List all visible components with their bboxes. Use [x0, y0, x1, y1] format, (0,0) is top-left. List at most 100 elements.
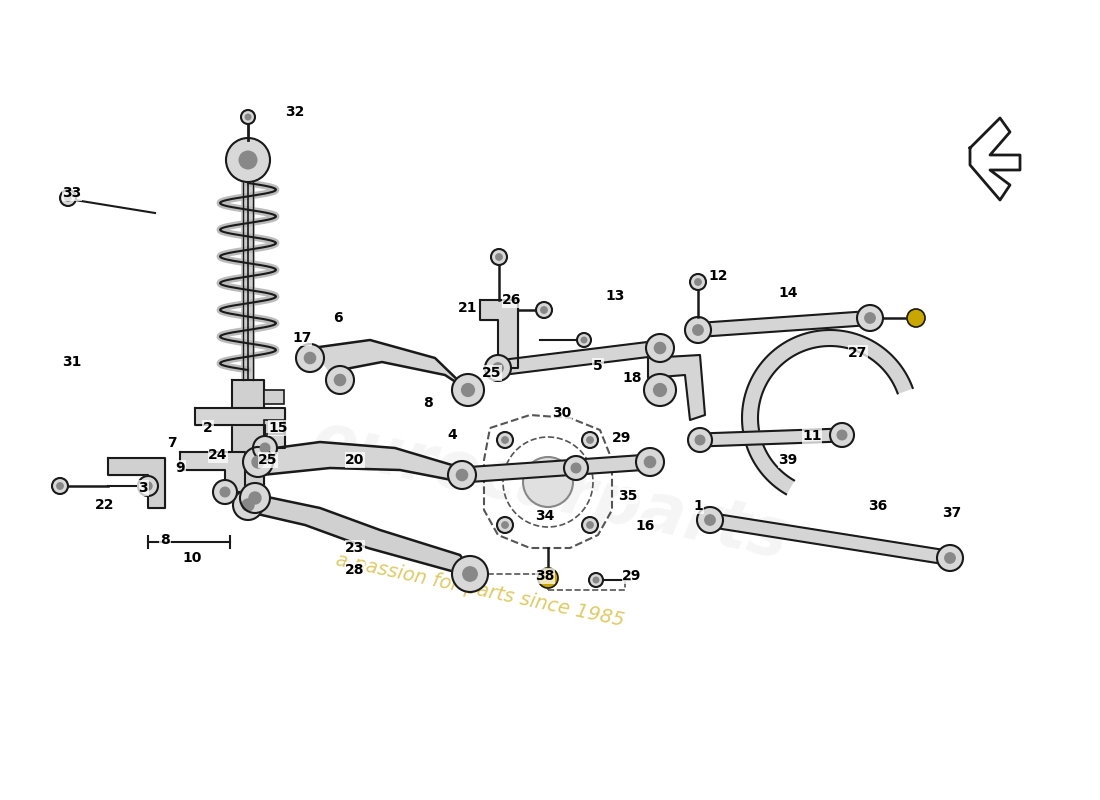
Polygon shape — [462, 454, 650, 482]
Text: 21: 21 — [459, 301, 477, 315]
Circle shape — [578, 333, 591, 347]
Circle shape — [581, 338, 586, 342]
Circle shape — [252, 456, 264, 468]
Circle shape — [57, 482, 63, 489]
Polygon shape — [708, 513, 952, 565]
Text: 36: 36 — [868, 499, 888, 513]
Circle shape — [226, 138, 270, 182]
Text: 39: 39 — [779, 453, 798, 467]
Text: 13: 13 — [605, 289, 625, 303]
Text: 34: 34 — [536, 509, 554, 523]
Bar — [264, 420, 284, 434]
Circle shape — [65, 194, 72, 202]
Polygon shape — [195, 408, 285, 448]
Circle shape — [541, 306, 547, 313]
Circle shape — [220, 487, 230, 497]
Bar — [264, 390, 284, 404]
Text: 25: 25 — [482, 366, 502, 380]
Text: 18: 18 — [623, 371, 641, 385]
Circle shape — [586, 437, 593, 443]
Text: 2: 2 — [204, 421, 213, 435]
Polygon shape — [970, 118, 1020, 200]
Polygon shape — [497, 341, 661, 375]
Circle shape — [588, 573, 603, 587]
Circle shape — [493, 363, 503, 373]
Text: 9: 9 — [175, 461, 185, 475]
Polygon shape — [108, 458, 165, 508]
Text: 35: 35 — [618, 489, 638, 503]
Circle shape — [253, 436, 277, 460]
Text: 4: 4 — [447, 428, 456, 442]
Circle shape — [239, 151, 256, 169]
Text: 12: 12 — [708, 269, 728, 283]
Text: 10: 10 — [183, 551, 201, 565]
Text: 37: 37 — [943, 506, 961, 520]
Text: 27: 27 — [848, 346, 868, 360]
Polygon shape — [180, 452, 245, 492]
Text: 32: 32 — [285, 105, 305, 119]
Polygon shape — [700, 429, 843, 446]
Text: 30: 30 — [552, 406, 572, 420]
Circle shape — [645, 456, 656, 467]
Circle shape — [452, 374, 484, 406]
Text: 23: 23 — [345, 541, 365, 555]
Polygon shape — [312, 340, 468, 390]
Text: 7: 7 — [167, 436, 177, 450]
Circle shape — [685, 317, 711, 343]
Circle shape — [564, 456, 589, 480]
Circle shape — [693, 325, 703, 335]
Text: 28: 28 — [345, 563, 365, 577]
Circle shape — [296, 344, 324, 372]
Circle shape — [452, 556, 488, 592]
Text: 8: 8 — [424, 396, 433, 410]
Circle shape — [586, 522, 593, 528]
Text: 31: 31 — [63, 355, 81, 369]
Circle shape — [697, 507, 723, 533]
Circle shape — [497, 432, 513, 448]
Text: 29: 29 — [613, 431, 631, 445]
Circle shape — [945, 553, 955, 563]
Circle shape — [646, 334, 674, 362]
Circle shape — [60, 190, 76, 206]
Circle shape — [243, 447, 273, 477]
Text: 20: 20 — [345, 453, 365, 467]
Polygon shape — [260, 442, 462, 482]
Circle shape — [538, 568, 558, 588]
Circle shape — [52, 478, 68, 494]
Text: 11: 11 — [802, 429, 822, 443]
Circle shape — [462, 384, 474, 396]
Circle shape — [496, 254, 503, 260]
Text: a passion for parts since 1985: a passion for parts since 1985 — [334, 550, 626, 630]
Text: eurocarparts: eurocarparts — [306, 407, 794, 573]
Circle shape — [144, 482, 152, 490]
Circle shape — [261, 443, 270, 453]
Text: 15: 15 — [268, 421, 288, 435]
Polygon shape — [697, 311, 870, 337]
Text: 14: 14 — [779, 286, 798, 300]
Circle shape — [830, 423, 854, 447]
Circle shape — [690, 274, 706, 290]
Circle shape — [138, 476, 158, 496]
Text: 1: 1 — [693, 499, 703, 513]
Circle shape — [582, 517, 598, 533]
Circle shape — [305, 352, 316, 363]
Polygon shape — [480, 300, 518, 368]
Text: 33: 33 — [63, 186, 81, 200]
Text: 16: 16 — [636, 519, 654, 533]
Text: 8: 8 — [161, 533, 169, 547]
Text: 38: 38 — [536, 569, 554, 583]
Text: 29: 29 — [623, 569, 641, 583]
Polygon shape — [742, 330, 913, 494]
Circle shape — [497, 517, 513, 533]
Circle shape — [644, 374, 676, 406]
Circle shape — [536, 302, 552, 318]
Circle shape — [695, 278, 701, 286]
Circle shape — [233, 490, 263, 520]
Text: 26: 26 — [503, 293, 521, 307]
Polygon shape — [240, 495, 470, 580]
Circle shape — [448, 461, 476, 489]
Circle shape — [636, 448, 664, 476]
Circle shape — [865, 313, 876, 323]
Circle shape — [213, 480, 236, 504]
Circle shape — [937, 545, 962, 571]
